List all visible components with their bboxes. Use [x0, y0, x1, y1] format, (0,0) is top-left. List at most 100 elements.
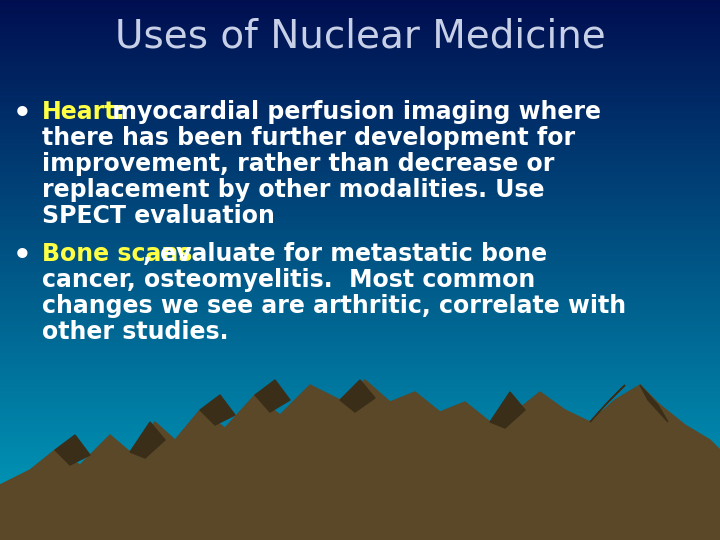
Bar	[0, 115, 720, 117]
Bar	[0, 229, 720, 230]
Bar	[0, 315, 720, 316]
Bar	[0, 500, 720, 501]
Bar	[0, 522, 720, 524]
Bar	[0, 127, 720, 129]
Bar	[0, 83, 720, 84]
Bar	[0, 330, 720, 332]
Polygon shape	[640, 385, 668, 422]
Bar	[0, 149, 720, 150]
Bar	[0, 446, 720, 447]
Bar	[0, 34, 720, 35]
Bar	[0, 311, 720, 313]
Bar	[0, 104, 720, 105]
Bar	[0, 402, 720, 403]
Bar	[0, 489, 720, 490]
Bar	[0, 68, 720, 69]
Bar	[0, 476, 720, 478]
Bar	[0, 51, 720, 53]
Bar	[0, 110, 720, 111]
Text: other studies.: other studies.	[42, 320, 228, 344]
Bar	[0, 158, 720, 160]
Bar	[0, 377, 720, 379]
Bar	[0, 78, 720, 80]
Bar	[0, 518, 720, 519]
Bar	[0, 30, 720, 31]
Bar	[0, 14, 720, 15]
Bar	[0, 49, 720, 50]
Bar	[0, 471, 720, 472]
Bar	[0, 396, 720, 398]
Bar	[0, 22, 720, 23]
Bar	[0, 48, 720, 49]
Bar	[0, 495, 720, 497]
Bar	[0, 176, 720, 177]
Bar	[0, 326, 720, 328]
Bar	[0, 305, 720, 306]
Bar	[0, 144, 720, 145]
Bar	[0, 265, 720, 267]
Bar	[0, 102, 720, 103]
Bar	[0, 204, 720, 206]
Bar	[0, 141, 720, 142]
Bar	[0, 168, 720, 169]
Bar	[0, 435, 720, 436]
Bar	[0, 525, 720, 526]
Bar	[0, 422, 720, 423]
Bar	[0, 503, 720, 505]
Bar	[0, 441, 720, 443]
Bar	[0, 173, 720, 174]
Bar	[0, 321, 720, 322]
Bar	[0, 195, 720, 196]
Bar	[0, 163, 720, 164]
Bar	[0, 374, 720, 375]
Bar	[0, 353, 720, 355]
Bar	[0, 18, 720, 19]
Bar	[0, 64, 720, 65]
Polygon shape	[200, 395, 235, 425]
Bar	[0, 117, 720, 118]
Bar	[0, 238, 720, 240]
Bar	[0, 456, 720, 457]
Bar	[0, 276, 720, 278]
Bar	[0, 242, 720, 244]
Bar	[0, 491, 720, 492]
Bar	[0, 40, 720, 42]
Bar	[0, 166, 720, 168]
Bar	[0, 200, 720, 201]
Bar	[0, 481, 720, 482]
Bar	[0, 232, 720, 233]
Bar	[0, 508, 720, 509]
Bar	[0, 360, 720, 361]
Bar	[0, 490, 720, 491]
Bar	[0, 37, 720, 38]
Bar	[0, 3, 720, 4]
Bar	[0, 478, 720, 479]
Bar	[0, 391, 720, 393]
Bar	[0, 264, 720, 265]
Bar	[0, 403, 720, 404]
Bar	[0, 134, 720, 136]
Bar	[0, 459, 720, 460]
Bar	[0, 59, 720, 61]
Bar	[0, 212, 720, 214]
Bar	[0, 26, 720, 27]
Bar	[0, 418, 720, 420]
Bar	[0, 180, 720, 181]
Bar	[0, 430, 720, 431]
Bar	[0, 249, 720, 251]
Text: there has been further development for: there has been further development for	[42, 126, 575, 150]
Bar	[0, 100, 720, 102]
Bar	[0, 316, 720, 318]
Bar	[0, 217, 720, 218]
Bar	[0, 486, 720, 487]
Text: improvement, rather than decrease or: improvement, rather than decrease or	[42, 152, 554, 176]
Polygon shape	[255, 380, 290, 412]
Bar	[0, 530, 720, 532]
Polygon shape	[55, 435, 90, 465]
Text: Heart:: Heart:	[42, 100, 126, 124]
Bar	[0, 505, 720, 506]
Bar	[0, 350, 720, 352]
Bar	[0, 457, 720, 459]
Bar	[0, 310, 720, 311]
Bar	[0, 401, 720, 402]
